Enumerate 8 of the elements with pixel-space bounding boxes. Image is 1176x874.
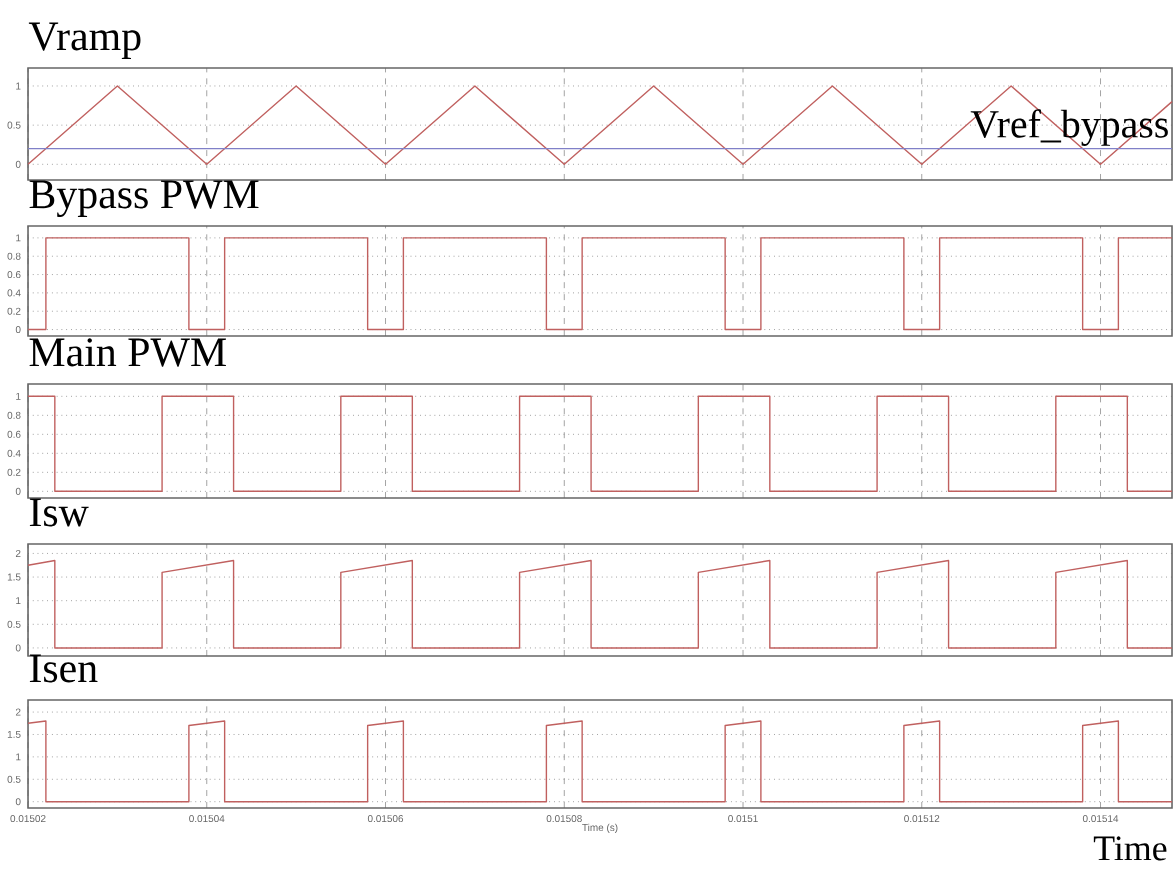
chart-title: Bypass PWM (29, 180, 259, 218)
chart-title: Isen (29, 654, 98, 683)
line-series (27, 559, 1173, 649)
chart-title: Isw (29, 498, 89, 527)
text: Time (1093, 836, 1167, 861)
chart-title: Main PWM (29, 338, 226, 367)
line-series (27, 720, 1173, 803)
chart-title: Vramp (28, 22, 141, 59)
